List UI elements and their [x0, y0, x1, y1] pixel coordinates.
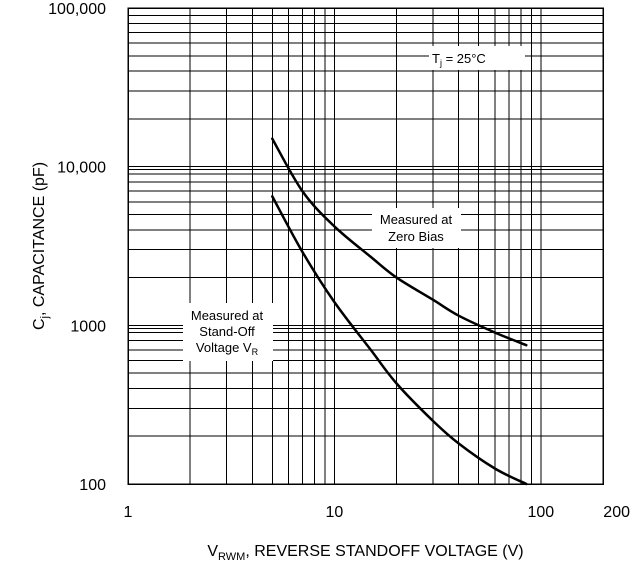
- x-axis-title: VRWM, REVERSE STANDOFF VOLTAGE (V): [207, 543, 523, 563]
- zero-bias-annotation-background: [372, 208, 461, 248]
- annotation-text-piece: j: [439, 58, 442, 68]
- standoff-annotation-line: Measured at: [191, 308, 264, 323]
- y-tick-label: 10,000: [57, 160, 106, 177]
- zero-bias-annotation-line: Measured at: [380, 212, 453, 227]
- standoff-annotation-line: Stand-Off: [199, 324, 255, 339]
- standoff-annotation-background: [183, 303, 273, 361]
- y-tick-label: 100,000: [48, 1, 106, 18]
- capacitance-curve-2: [271, 195, 528, 486]
- plot-frame: [127, 7, 604, 485]
- zero-bias-annotation: Measured at Zero Bias: [372, 208, 461, 248]
- tick-label-layer: 1 10 100 200 100 1000 10,000 100,000: [48, 1, 630, 521]
- x-axis-title-subscript: RWM: [218, 551, 245, 563]
- capacitance-curve-1: [271, 137, 528, 347]
- temperature-annotation-background: [429, 46, 525, 70]
- y-axis-title-main: C: [31, 318, 48, 330]
- annotation-text-piece: T: [432, 51, 440, 66]
- y-axis-title-subscript: j: [39, 316, 51, 319]
- standoff-annotation-voltage-line: Voltage VR: [196, 340, 259, 357]
- y-axis-title: Cj, CAPACITANCE (pF): [31, 162, 51, 330]
- x-tick-label: 1: [124, 504, 133, 521]
- grid-layer: [128, 8, 603, 484]
- x-axis-title-rest: , REVERSE STANDOFF VOLTAGE (V): [245, 543, 523, 560]
- temperature-annotation-text: Tj = 25°C: [432, 51, 486, 68]
- x-tick-label: 100: [528, 504, 555, 521]
- y-axis-title-rest: , CAPACITANCE (pF): [31, 162, 48, 316]
- x-tick-label: 200: [603, 504, 630, 521]
- temperature-annotation: Tj = 25°C: [429, 46, 525, 70]
- series-layer: [271, 137, 528, 486]
- zero-bias-annotation-line: Zero Bias: [388, 229, 444, 244]
- x-axis-title-main: V: [207, 543, 218, 560]
- annotation-text-piece: = 25°C: [442, 51, 486, 66]
- y-tick-label: 1000: [70, 318, 106, 335]
- annotation-text-piece: R: [252, 347, 259, 357]
- x-tick-label: 10: [326, 504, 344, 521]
- annotation-text-piece: Voltage V: [196, 340, 252, 355]
- y-tick-label: 100: [79, 477, 106, 494]
